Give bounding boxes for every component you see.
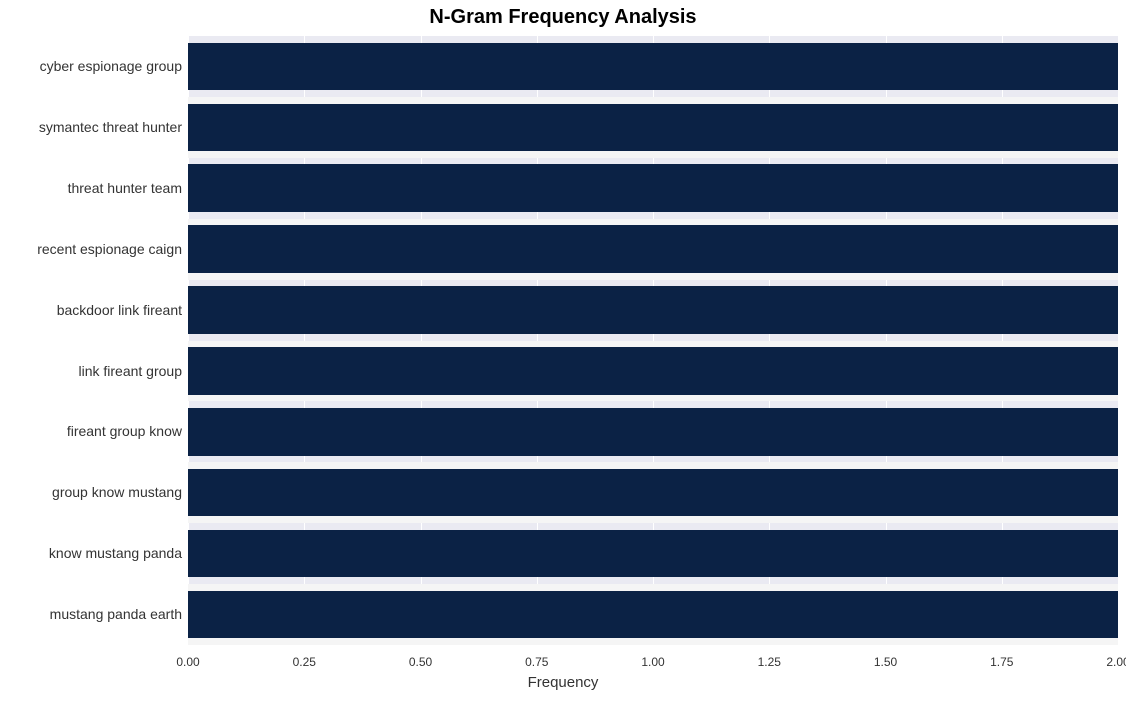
y-tick-label: fireant group know bbox=[67, 423, 182, 439]
x-tick-label: 0.50 bbox=[409, 655, 432, 669]
bar bbox=[188, 530, 1118, 578]
y-tick-label: mustang panda earth bbox=[50, 606, 182, 622]
x-tick-label: 0.25 bbox=[293, 655, 316, 669]
y-tick-label: recent espionage caign bbox=[37, 241, 182, 257]
x-tick-label: 1.25 bbox=[758, 655, 781, 669]
bar bbox=[188, 408, 1118, 456]
y-tick-label: threat hunter team bbox=[68, 180, 182, 196]
bar bbox=[188, 164, 1118, 212]
y-tick-label: group know mustang bbox=[52, 484, 182, 500]
y-tick-label: cyber espionage group bbox=[40, 58, 182, 74]
x-tick-label: 2.00 bbox=[1106, 655, 1126, 669]
grid-line bbox=[1118, 36, 1119, 645]
x-axis-label: Frequency bbox=[0, 674, 1126, 691]
bar bbox=[188, 225, 1118, 273]
bar bbox=[188, 286, 1118, 334]
bar bbox=[188, 347, 1118, 395]
chart-container: N-Gram Frequency Analysis Frequency cybe… bbox=[0, 0, 1126, 701]
y-tick-label: symantec threat hunter bbox=[39, 119, 182, 135]
x-tick-label: 0.00 bbox=[176, 655, 199, 669]
bar bbox=[188, 43, 1118, 91]
x-tick-label: 1.00 bbox=[641, 655, 664, 669]
bar bbox=[188, 591, 1118, 639]
x-tick-label: 1.50 bbox=[874, 655, 897, 669]
y-tick-label: know mustang panda bbox=[49, 545, 182, 561]
x-tick-label: 1.75 bbox=[990, 655, 1013, 669]
bar bbox=[188, 104, 1118, 152]
bar bbox=[188, 469, 1118, 517]
y-tick-label: link fireant group bbox=[78, 363, 182, 379]
x-tick-label: 0.75 bbox=[525, 655, 548, 669]
y-tick-label: backdoor link fireant bbox=[57, 302, 182, 318]
chart-title: N-Gram Frequency Analysis bbox=[0, 6, 1126, 29]
plot-area bbox=[188, 36, 1118, 645]
